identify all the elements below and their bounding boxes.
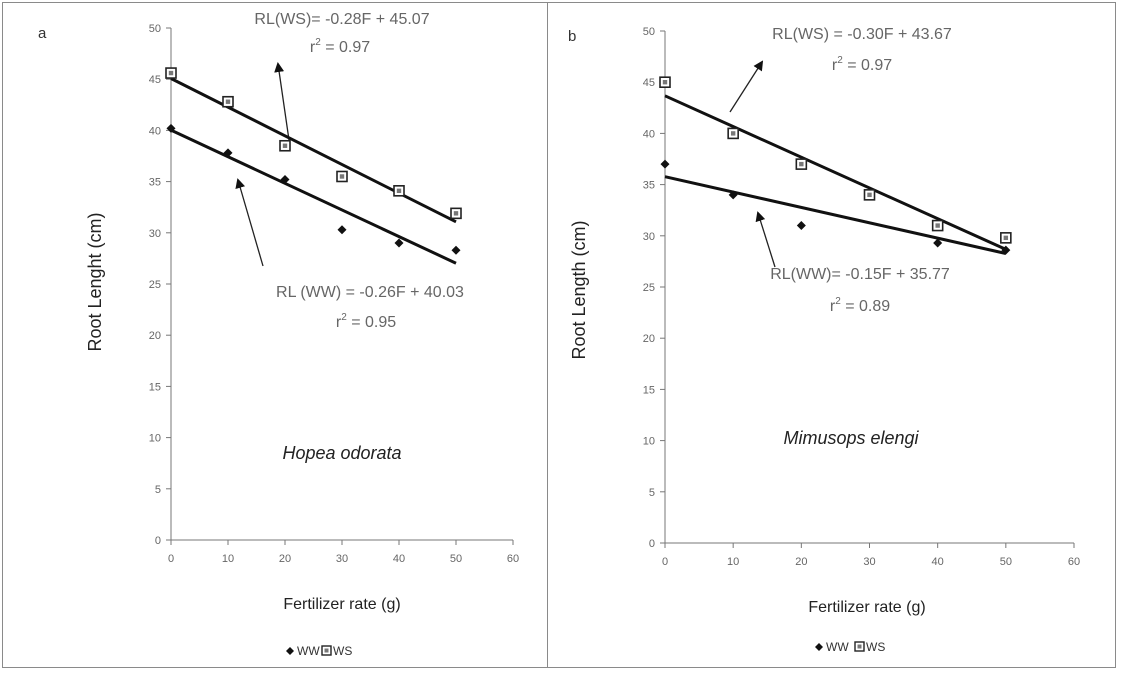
panel-a-y-tick-label: 30 xyxy=(149,228,161,240)
panel-b-legend-ww-marker xyxy=(815,643,823,651)
panel-a: a Root Lenght (cm) Fertilizer rate (g) H… xyxy=(38,11,464,658)
panel-a-y-tick-label: 50 xyxy=(149,23,161,35)
panel-b-ws-r2: r2 = 0.97 xyxy=(832,55,892,74)
panel-b-x-tick-label: 50 xyxy=(1000,556,1012,568)
panel-a-ww-point xyxy=(223,148,233,158)
panel-a-label: a xyxy=(38,25,47,42)
panel-a-legend-ws-label: WS xyxy=(333,644,352,658)
panel-a-y-tick-label: 45 xyxy=(149,74,161,86)
panel-b-ws-point-inner xyxy=(799,161,804,167)
panel-a-y-tick-label: 35 xyxy=(149,177,161,189)
panel-a-x-tick-label: 0 xyxy=(168,553,174,565)
panel-b-legend-ww-label: WW xyxy=(826,640,849,654)
panel-b-y-tick-label: 20 xyxy=(643,333,655,345)
panel-b-y-axis-title: Root Length (cm) xyxy=(569,220,589,359)
panel-a-ww-point xyxy=(337,225,347,235)
panel-a-ws-point-inner xyxy=(453,211,459,216)
panel-a-ww-point xyxy=(451,245,461,255)
panel-a-ws-annotation-arrow xyxy=(274,62,290,141)
panel-b-ws-point-inner xyxy=(935,223,940,228)
panel-a-x-axis-title: Fertilizer rate (g) xyxy=(283,596,400,613)
panel-b-ws-point-inner xyxy=(662,80,668,85)
panel-b-ww-equation: RL(WW)= -0.15F + 35.77 xyxy=(770,266,950,283)
panel-b-y-tick-label: 0 xyxy=(649,538,655,550)
panel-b: b Root Length (cm) Fertilizer rate (g) M… xyxy=(568,26,952,654)
panel-b-y-tick-label: 5 xyxy=(649,487,655,499)
panel-a-ws-point-inner xyxy=(225,99,231,104)
panel-b-x-tick-label: 40 xyxy=(932,556,944,568)
panel-b-y-tick-label: 40 xyxy=(643,128,655,140)
panel-a-ws-point-inner xyxy=(168,70,174,76)
panel-b-ww-trendline xyxy=(664,175,1007,255)
panel-b-ww-point xyxy=(1001,245,1011,255)
panel-b-y-tick-label: 35 xyxy=(643,180,655,192)
panel-b-ww-r2: r2 = 0.89 xyxy=(830,296,890,315)
panel-a-y-tick-label: 40 xyxy=(149,125,161,137)
panel-a-y-axis-title: Root Lenght (cm) xyxy=(85,212,105,351)
panel-b-x-tick-label: 20 xyxy=(795,556,807,568)
panel-a-y-tick-label: 5 xyxy=(155,484,161,496)
panel-a-ws-point-inner xyxy=(282,143,288,148)
panel-a-ww-point xyxy=(394,238,404,248)
panel-a-ws-point-inner xyxy=(396,188,402,194)
panel-b-ws-point-inner xyxy=(1003,235,1009,241)
panel-a-ww-point xyxy=(280,175,290,185)
panel-a-x-tick-label: 60 xyxy=(507,553,519,565)
panel-b-legend-ws-label: WS xyxy=(866,640,885,654)
panel-b-ww-point xyxy=(796,221,806,231)
panel-a-legend-ww-label: WW xyxy=(297,644,320,658)
panel-a-x-tick-label: 10 xyxy=(222,553,234,565)
panel-b-label: b xyxy=(568,28,576,45)
panel-b-x-tick-label: 30 xyxy=(863,556,875,568)
panel-b-y-tick-label: 15 xyxy=(643,384,655,396)
panel-a-ww-trendline xyxy=(170,128,457,265)
panel-a-x-tick-label: 40 xyxy=(393,553,405,565)
panel-b-x-axis-title: Fertilizer rate (g) xyxy=(808,599,925,616)
panel-a-ws-r2: r2 = 0.97 xyxy=(310,37,370,56)
panel-b-legend-ws-marker-inner xyxy=(857,644,862,649)
panel-a-y-tick-label: 20 xyxy=(149,330,161,342)
panel-b-ws-annotation-arrow xyxy=(729,60,764,113)
panel-b-y-tick-label: 30 xyxy=(643,231,655,243)
panel-b-ww-point xyxy=(728,190,738,200)
panel-a-ws-trendline xyxy=(170,77,457,224)
panel-a-ww-point xyxy=(166,123,176,133)
panel-b-ws-point-inner xyxy=(867,192,872,198)
panel-divider xyxy=(547,2,548,668)
panel-b-ww-annotation-arrow xyxy=(755,211,776,268)
panel-a-y-tick-label: 10 xyxy=(149,433,161,445)
panel-a-legend: WW WS xyxy=(286,644,352,658)
panel-b-legend: WW WS xyxy=(815,640,885,654)
panel-a-x-tick-label: 50 xyxy=(450,553,462,565)
panel-a-species-name: Hopea odorata xyxy=(282,443,401,463)
panel-b-y-tick-label: 25 xyxy=(643,282,655,294)
panel-b-x-tick-label: 10 xyxy=(727,556,739,568)
panel-b-x-tick-label: 60 xyxy=(1068,556,1080,568)
panel-a-y-tick-label: 15 xyxy=(149,381,161,393)
panel-a-ww-equation: RL (WW) = -0.26F + 40.03 xyxy=(276,284,464,301)
panel-a-x-tick-label: 20 xyxy=(279,553,291,565)
panel-a-ws-equation: RL(WS)= -0.28F + 45.07 xyxy=(254,11,429,28)
panel-b-ws-point-inner xyxy=(730,131,736,136)
panel-b-y-tick-label: 45 xyxy=(643,77,655,89)
panel-b-ww-point xyxy=(933,238,943,248)
panel-b-y-tick-label: 50 xyxy=(643,26,655,38)
panel-b-y-tick-label: 10 xyxy=(643,436,655,448)
panel-a-legend-ww-marker xyxy=(286,647,294,655)
panel-a-ww-r2: r2 = 0.95 xyxy=(336,312,396,331)
panel-b-ww-point xyxy=(660,159,670,169)
panel-a-y-tick-label: 0 xyxy=(155,535,161,547)
panel-b-species-name: Mimusops elengi xyxy=(783,428,919,448)
panel-a-ww-annotation-arrow xyxy=(235,178,264,267)
panel-a-y-tick-label: 25 xyxy=(149,279,161,291)
panel-a-legend-ws-marker-inner xyxy=(324,648,329,653)
panel-b-ws-trendline xyxy=(664,94,1007,251)
panel-b-x-tick-label: 0 xyxy=(662,556,668,568)
panel-a-x-tick-label: 30 xyxy=(336,553,348,565)
panel-b-ws-equation: RL(WS) = -0.30F + 43.67 xyxy=(772,26,952,43)
panel-a-ws-point-inner xyxy=(339,174,345,179)
